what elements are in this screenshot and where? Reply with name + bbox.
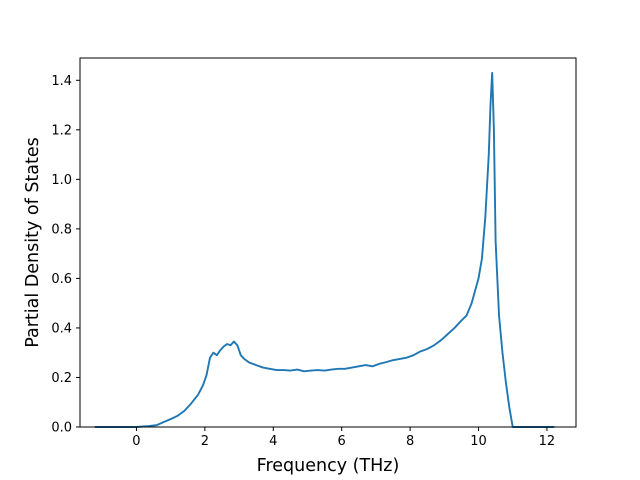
y-axis-title: Partial Density of States xyxy=(23,137,43,348)
x-tick-label: 4 xyxy=(269,434,277,449)
y-tick-label: 1.4 xyxy=(51,74,72,89)
y-tick-label: 1.0 xyxy=(51,173,72,188)
x-tick-label: 0 xyxy=(132,434,140,449)
y-tick-label: 0.4 xyxy=(51,321,72,336)
x-tick-label: 2 xyxy=(201,434,209,449)
x-axis-title: Frequency (THz) xyxy=(257,456,400,476)
y-tick-label: 0.2 xyxy=(51,371,72,386)
y-tick-label: 1.2 xyxy=(51,123,72,138)
y-tick-label: 0.8 xyxy=(51,222,72,237)
x-tick-label: 12 xyxy=(539,434,556,449)
plot-frame xyxy=(79,57,577,428)
x-tick-label: 8 xyxy=(406,434,414,449)
plot-area xyxy=(80,58,576,427)
x-tick-label: 10 xyxy=(470,434,487,449)
y-tick-label: 0.6 xyxy=(51,272,72,287)
pdos-series-line xyxy=(94,71,555,428)
x-tick-label: 6 xyxy=(338,434,346,449)
y-tick-label: 0.0 xyxy=(51,421,72,436)
